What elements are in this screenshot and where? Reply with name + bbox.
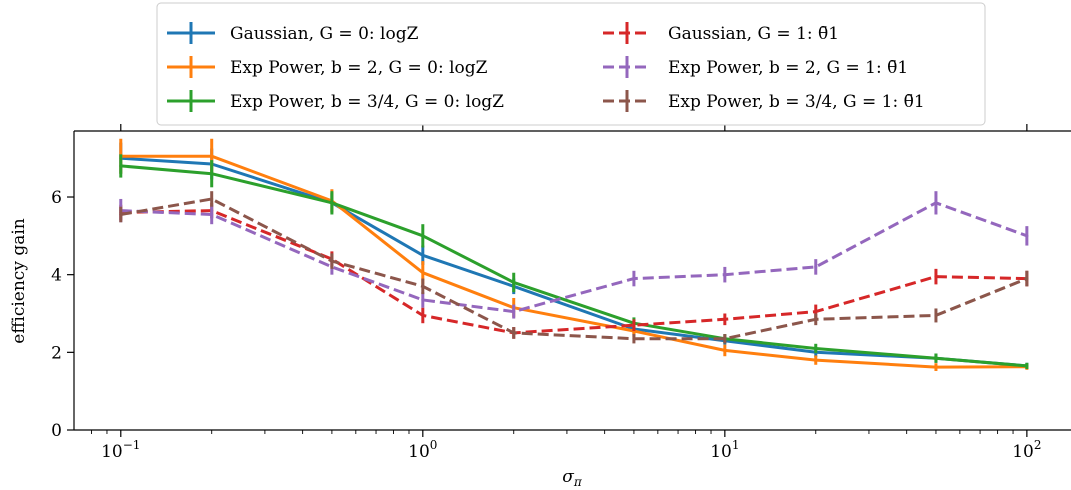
y-tick-label: 6 xyxy=(51,188,62,208)
legend-frame xyxy=(156,2,986,126)
data-point xyxy=(723,348,727,352)
series-line xyxy=(120,201,1028,314)
series-6 xyxy=(119,191,1029,344)
x-tick-label: 102 xyxy=(1012,438,1041,462)
data-point xyxy=(210,172,214,176)
data-point xyxy=(934,275,938,279)
data-point xyxy=(723,337,727,341)
series-line xyxy=(120,164,1028,368)
data-point xyxy=(934,365,938,369)
data-point xyxy=(814,358,818,362)
data-point xyxy=(814,265,818,269)
data-point xyxy=(934,201,938,205)
data-point xyxy=(512,310,516,314)
series-line xyxy=(120,209,1027,335)
y-ticks: 0 2 4 6 xyxy=(51,188,74,441)
series-5 xyxy=(119,191,1029,319)
data-point xyxy=(421,298,425,302)
series-3 xyxy=(119,154,1029,370)
data-point xyxy=(1025,364,1029,368)
legend-item-4: Gaussian, G = 1: θ̄1 xyxy=(603,22,839,44)
legend-label: Exp Power, b = 3/4, G = 0: logZ xyxy=(230,92,504,112)
y-tick-label: 0 xyxy=(51,421,62,441)
series-line xyxy=(120,156,1028,368)
data-point xyxy=(632,277,636,281)
legend-label: Gaussian, G = 1: θ̄1 xyxy=(668,24,839,44)
data-point xyxy=(934,313,938,317)
data-point xyxy=(632,323,636,327)
legend-label: Exp Power, b = 2, G = 0: logZ xyxy=(230,58,488,78)
legend-item-6: Exp Power, b = 3/4, G = 1: θ̄1 xyxy=(603,90,925,112)
data-point xyxy=(421,271,425,275)
data-point xyxy=(814,346,818,350)
x-tick-label: 100 xyxy=(408,438,437,462)
x-axis-label: σπ xyxy=(562,467,583,489)
data-point xyxy=(421,313,425,317)
data-point xyxy=(1025,234,1029,238)
legend-label: Gaussian, G = 0: logZ xyxy=(230,24,419,44)
data-point xyxy=(421,234,425,238)
legend-label: Exp Power, b = 2, G = 1: θ̄1 xyxy=(668,58,908,78)
series-layer xyxy=(119,138,1029,371)
x-tick-label: 101 xyxy=(710,438,739,462)
data-point xyxy=(210,212,214,216)
data-point xyxy=(814,317,818,321)
data-point xyxy=(210,154,214,158)
legend-item-1: Gaussian, G = 0: logZ xyxy=(167,22,419,44)
data-point xyxy=(512,331,516,335)
data-point xyxy=(512,280,516,284)
x-ticks: 10−1 100 101 102 xyxy=(91,124,1042,462)
y-tick-label: 2 xyxy=(51,343,62,363)
data-point xyxy=(330,259,334,263)
data-point xyxy=(119,164,123,168)
data-point xyxy=(210,197,214,201)
data-point xyxy=(723,273,727,277)
data-point xyxy=(330,201,334,205)
data-point xyxy=(934,356,938,360)
plot-area: 10−1 100 101 102 0 2 4 6 xyxy=(51,124,1071,462)
data-point xyxy=(632,337,636,341)
legend-label: Exp Power, b = 3/4, G = 1: θ̄1 xyxy=(668,92,925,112)
legend: Gaussian, G = 0: logZ Exp Power, b = 2, G… xyxy=(156,2,986,126)
data-point xyxy=(1025,277,1029,281)
y-tick-label: 4 xyxy=(51,266,62,286)
data-point xyxy=(421,253,425,257)
legend-item-5: Exp Power, b = 2, G = 1: θ̄1 xyxy=(603,56,908,78)
legend-item-2: Exp Power, b = 2, G = 0: logZ xyxy=(167,56,488,78)
series-line xyxy=(120,197,1028,341)
data-point xyxy=(814,310,818,314)
x-tick-label: 10−1 xyxy=(101,438,140,462)
series-line xyxy=(120,154,1027,369)
legend-item-3: Exp Power, b = 3/4, G = 0: logZ xyxy=(167,90,504,112)
data-point xyxy=(119,212,123,216)
y-axis-label: efficiency gain xyxy=(9,218,29,344)
data-point xyxy=(421,284,425,288)
data-point xyxy=(723,317,727,321)
